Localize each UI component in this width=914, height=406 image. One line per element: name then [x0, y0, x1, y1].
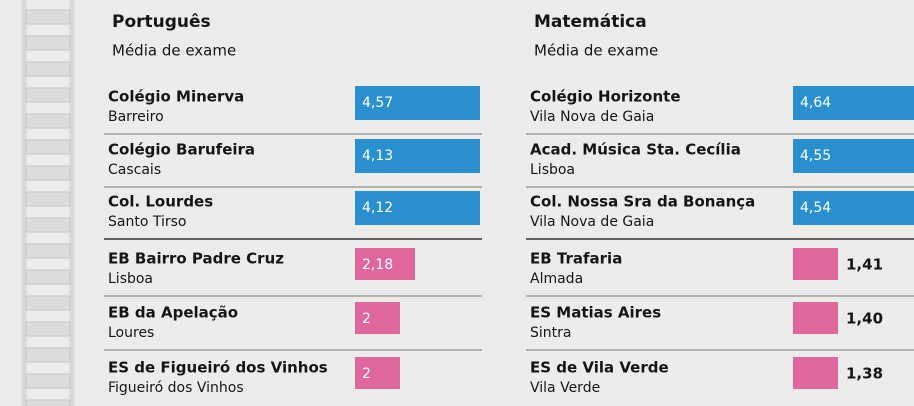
score-value: 4,57: [362, 95, 393, 111]
ladder-rung: [26, 322, 70, 336]
school-place: Almada: [530, 271, 583, 287]
school-place: Cascais: [108, 162, 161, 178]
score-value: 1,41: [846, 256, 883, 274]
school-name: EB Trafaria: [530, 250, 622, 268]
school-name: Colégio Horizonte: [530, 88, 681, 106]
school-name: Colégio Minerva: [108, 88, 244, 106]
score-value: 4,55: [800, 148, 831, 164]
school-place: Figueiró dos Vinhos: [108, 380, 244, 396]
school-place: Vila Nova de Gaia: [530, 109, 654, 125]
ladder-rung: [26, 140, 70, 154]
school-place: Vila Verde: [530, 380, 600, 396]
score-value: 2: [362, 366, 371, 382]
school-place: Lisboa: [530, 162, 575, 178]
score-value: 1,40: [846, 310, 883, 328]
score-value: 1,38: [846, 365, 883, 383]
school-name: Acad. Música Sta. Cecília: [530, 141, 741, 159]
school-name: EB da Apelação: [108, 304, 238, 322]
panel-subtitle: Média de exame: [534, 42, 658, 60]
ladder-rung: [26, 166, 70, 180]
school-place: Lisboa: [108, 271, 153, 287]
school-place: Vila Nova de Gaia: [530, 214, 654, 230]
school-name: Col. Nossa Sra da Bonança: [530, 193, 755, 211]
school-place: Santo Tirso: [108, 214, 186, 230]
school-place: Barreiro: [108, 109, 164, 125]
panel-title: Matemática: [534, 12, 647, 32]
ladder-rungs: [26, 10, 70, 406]
score-value: 4,54: [800, 200, 831, 216]
infographic: Português Média de exame Colégio Minerva Ba…: [0, 0, 914, 406]
school-name: EB Bairro Padre Cruz: [108, 250, 284, 268]
ladder-rung: [26, 374, 70, 388]
score-value: 2: [362, 311, 371, 327]
school-name: Colégio Barufeira: [108, 141, 255, 159]
ladder-rung: [26, 270, 70, 284]
ladder-rung: [26, 36, 70, 50]
ladder-rung: [26, 348, 70, 362]
score-value: 4,13: [362, 148, 393, 164]
ladder-rung: [26, 10, 70, 24]
score-value: 4,64: [800, 95, 831, 111]
ladder-rung: [26, 244, 70, 258]
ladder-rung: [26, 296, 70, 310]
school-name: Col. Lourdes: [108, 193, 213, 211]
school-name: ES Matias Aires: [530, 304, 661, 322]
panel-subtitle: Média de exame: [112, 42, 236, 60]
score-bar: [793, 302, 838, 334]
school-place: Loures: [108, 325, 154, 341]
score-bar: [793, 357, 838, 389]
school-place: Sintra: [530, 325, 571, 341]
ladder-rung: [26, 400, 70, 406]
school-name: ES de Vila Verde: [530, 359, 669, 377]
school-name: ES de Figueiró dos Vinhos: [108, 359, 328, 377]
panel-title: Português: [112, 12, 211, 32]
ladder-rung: [26, 88, 70, 102]
score-bar: [793, 248, 838, 280]
score-value: 4,12: [362, 200, 393, 216]
ladder-rung: [26, 218, 70, 232]
score-value: 2,18: [362, 257, 393, 273]
ladder-rung: [26, 62, 70, 76]
ladder-rung: [26, 114, 70, 128]
ladder-rung: [26, 192, 70, 206]
